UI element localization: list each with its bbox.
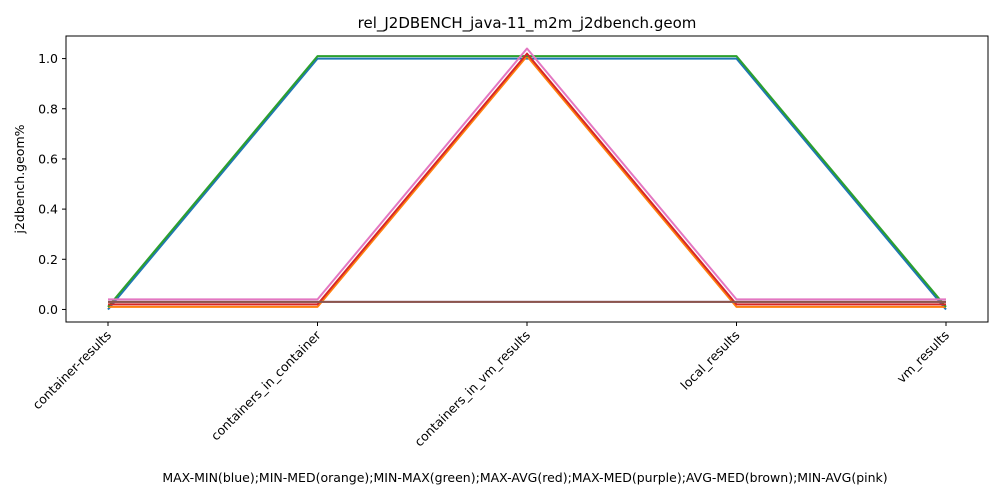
chart-title: rel_J2DBENCH_java-11_m2m_j2dbench.geom	[358, 14, 697, 33]
series-line-0	[107, 57, 947, 311]
series-line-2	[107, 55, 947, 308]
y-tick-label: 0.2	[38, 252, 58, 267]
y-tick-label: 1.0	[38, 51, 58, 66]
x-tick-label: container-results	[29, 328, 114, 413]
y-axis: 0.0 0.2 0.4 0.6 0.8 1.0	[38, 51, 66, 317]
x-tick-label: containers_in_vm_results	[411, 328, 533, 450]
x-tick-label: containers_in_container	[208, 327, 324, 443]
y-axis-label: j2dbench.geom%	[12, 124, 27, 234]
series-line-3	[108, 52, 946, 306]
x-tick-label: vm_results	[894, 328, 952, 386]
x-tick-label: local_results	[677, 328, 742, 393]
y-tick-label: 0.0	[38, 302, 58, 317]
y-tick-label: 0.6	[38, 151, 58, 166]
plot-lines	[107, 47, 947, 311]
x-axis: container-results containers_in_container…	[29, 322, 952, 449]
series-line-6	[108, 47, 946, 301]
plot-frame	[65, 35, 989, 323]
y-tick-label: 0.4	[38, 202, 58, 217]
series-line-1	[108, 55, 946, 308]
y-tick-label: 0.8	[38, 101, 58, 116]
x-axis-label: MAX-MIN(blue);MIN-MED(orange);MIN-MAX(gr…	[162, 470, 887, 485]
